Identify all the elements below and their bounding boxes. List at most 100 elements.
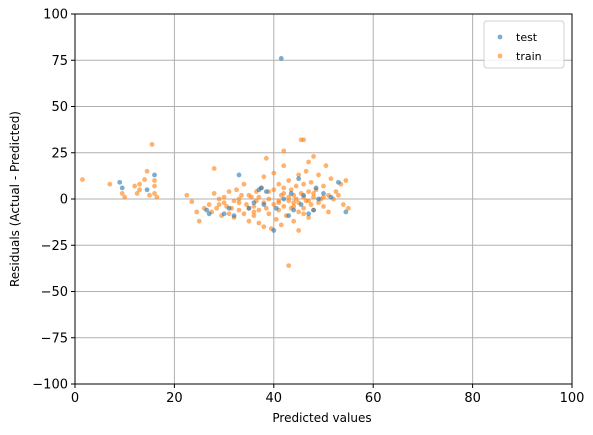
train-point [288,187,294,193]
train-point [301,211,307,217]
train-point [239,192,244,198]
test-point [206,211,212,217]
train-point [286,194,292,200]
test-point [258,185,264,191]
train-point [236,207,242,213]
test-point [204,207,210,213]
train-point [241,211,247,217]
train-point [306,198,311,204]
test-point [117,179,123,185]
train-point [152,191,157,196]
test-point [291,207,297,213]
train-point [293,183,299,189]
train-point [154,194,160,200]
train-point [311,194,316,200]
test-point [226,205,232,211]
train-point [306,189,311,195]
train-point [241,181,247,187]
train-point [281,148,287,154]
y-tick-label: 75 [51,54,68,69]
test-point [236,172,242,178]
train-point [211,191,217,196]
test-point [298,202,304,207]
train-point [281,191,287,196]
train-point [184,192,190,198]
x-tick-label: 40 [266,391,283,406]
train-point [137,181,143,187]
legend: test train [483,20,565,69]
train-point [308,179,314,185]
train-point [216,202,222,207]
train-point [246,218,252,224]
y-tick-label: 0 [60,193,68,208]
train-point [291,200,297,206]
test-point [313,185,319,191]
train-point [256,220,262,226]
train-point [276,200,282,206]
train-point [345,205,351,211]
train-point [226,189,232,195]
test-point [288,191,294,196]
test-point [263,189,269,195]
train-point [261,174,267,180]
train-point [296,228,302,233]
test-point [261,202,267,207]
train-point [152,178,157,183]
train-point [286,198,292,204]
test-point [152,172,157,178]
train-point [303,168,309,174]
train-point [196,218,202,224]
x-tick-label: 60 [365,391,382,406]
train-point [343,178,349,183]
train-point [286,178,292,183]
test-point [301,192,307,198]
train-point [246,192,252,198]
train-point [251,204,257,209]
y-tick-label: −100 [32,378,68,393]
train-point [281,185,287,191]
data-points [80,56,351,268]
train-point [311,191,316,196]
train-point [256,207,262,213]
test-point [278,56,284,61]
train-point [321,194,326,200]
train-point [244,202,249,207]
train-point [323,163,329,169]
train-point [306,215,311,220]
train-point [80,177,85,182]
train-point [147,192,152,198]
train-point [301,205,307,211]
train-point [211,166,217,171]
train-point [316,200,321,206]
test-point [296,176,302,182]
test-point [119,185,125,191]
legend-marker-test [497,34,503,40]
train-point [296,209,302,215]
test-point [286,213,292,219]
train-point [336,192,341,198]
train-point [333,189,339,195]
train-point [311,154,316,159]
train-point [256,194,262,200]
train-point [266,211,272,217]
test-point [343,209,349,215]
train-point [271,170,277,176]
train-point [321,183,326,189]
y-tick-label: −25 [41,239,68,254]
train-point [266,196,272,202]
legend-label-test: test [516,31,538,44]
legend-box [483,20,565,69]
train-point [326,209,331,215]
train-point [271,187,277,193]
train-point [301,137,307,143]
test-point [144,187,150,193]
test-point [251,200,257,206]
train-point [137,187,143,193]
train-point [132,183,138,189]
train-point [271,202,277,207]
test-point [336,179,341,185]
train-point [221,194,227,200]
train-point [291,218,297,224]
train-point [152,183,157,189]
